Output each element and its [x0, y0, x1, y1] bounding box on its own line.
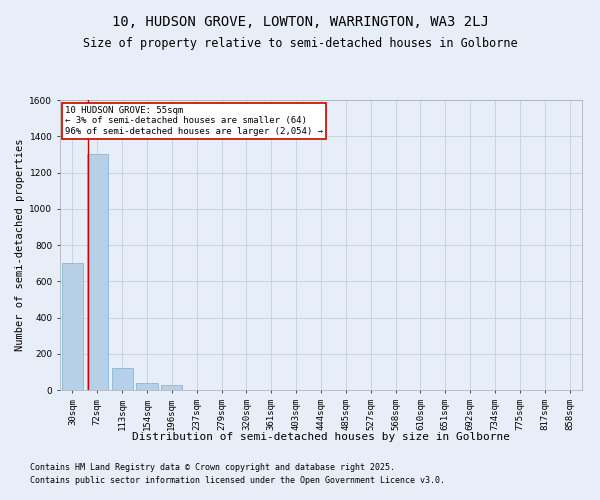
Bar	[62, 263, 83, 390]
Text: 10 HUDSON GROVE: 55sqm
← 3% of semi-detached houses are smaller (64)
96% of semi: 10 HUDSON GROVE: 55sqm ← 3% of semi-deta…	[65, 106, 323, 136]
Text: Size of property relative to semi-detached houses in Golborne: Size of property relative to semi-detach…	[83, 38, 517, 51]
Text: 10, HUDSON GROVE, LOWTON, WARRINGTON, WA3 2LJ: 10, HUDSON GROVE, LOWTON, WARRINGTON, WA…	[112, 15, 488, 29]
Text: Distribution of semi-detached houses by size in Golborne: Distribution of semi-detached houses by …	[132, 432, 510, 442]
Text: Contains public sector information licensed under the Open Government Licence v3: Contains public sector information licen…	[30, 476, 445, 485]
Bar	[161, 384, 182, 390]
Bar	[87, 154, 108, 390]
Y-axis label: Number of semi-detached properties: Number of semi-detached properties	[15, 138, 25, 352]
Bar	[136, 383, 158, 390]
Bar	[112, 368, 133, 390]
Text: Contains HM Land Registry data © Crown copyright and database right 2025.: Contains HM Land Registry data © Crown c…	[30, 464, 395, 472]
